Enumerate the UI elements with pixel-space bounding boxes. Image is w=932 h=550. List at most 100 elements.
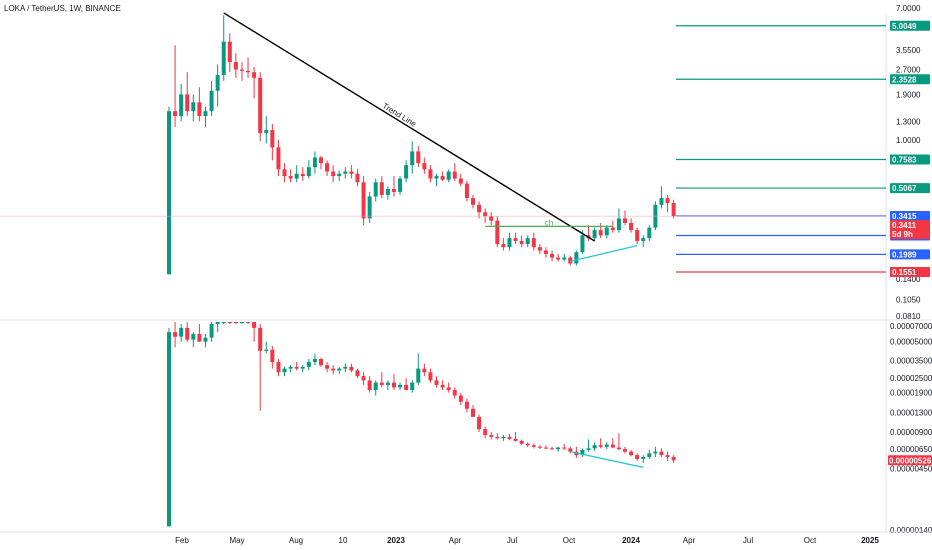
candle[interactable]	[610, 444, 615, 448]
candle[interactable]	[489, 216, 494, 221]
candle[interactable]	[282, 368, 287, 373]
candle[interactable]	[264, 349, 269, 351]
candle[interactable]	[221, 41, 226, 75]
candle[interactable]	[647, 453, 652, 458]
candle[interactable]	[446, 171, 451, 180]
candle[interactable]	[562, 447, 567, 449]
candle[interactable]	[422, 368, 427, 373]
candle[interactable]	[215, 74, 220, 91]
candle[interactable]	[379, 382, 384, 385]
candle[interactable]	[294, 366, 299, 369]
candle[interactable]	[586, 448, 591, 450]
candle[interactable]	[428, 169, 433, 179]
candle[interactable]	[483, 212, 488, 217]
candle[interactable]	[391, 382, 396, 388]
candle[interactable]	[477, 416, 482, 430]
candle[interactable]	[671, 457, 676, 461]
candle[interactable]	[623, 218, 627, 223]
candle[interactable]	[416, 151, 421, 164]
candle[interactable]	[464, 183, 469, 199]
candle[interactable]	[483, 429, 488, 436]
candle[interactable]	[209, 90, 214, 112]
candle[interactable]	[501, 244, 506, 248]
candle[interactable]	[337, 368, 342, 371]
candle[interactable]	[543, 250, 548, 254]
candle[interactable]	[264, 129, 269, 134]
candle[interactable]	[239, 69, 244, 71]
candle[interactable]	[233, 62, 238, 70]
candle[interactable]	[404, 165, 409, 179]
candle[interactable]	[659, 198, 664, 205]
candle[interactable]	[598, 230, 603, 236]
candle[interactable]	[306, 167, 311, 177]
candle[interactable]	[537, 446, 542, 448]
support-line[interactable]	[570, 244, 638, 263]
candle[interactable]	[647, 227, 652, 239]
candle[interactable]	[671, 203, 676, 217]
candle[interactable]	[604, 227, 609, 236]
candle[interactable]	[203, 111, 208, 117]
candle[interactable]	[404, 384, 409, 390]
candle[interactable]	[203, 337, 208, 342]
candle[interactable]	[209, 324, 214, 338]
candle[interactable]	[580, 235, 585, 253]
candle[interactable]	[525, 238, 530, 245]
bottom-pane[interactable]	[167, 322, 676, 527]
candle[interactable]	[367, 380, 372, 390]
candle[interactable]	[458, 178, 463, 184]
candle[interactable]	[343, 171, 348, 174]
candle[interactable]	[258, 327, 263, 351]
candle[interactable]	[361, 182, 366, 219]
candle[interactable]	[629, 451, 634, 456]
candle[interactable]	[550, 448, 555, 450]
candle[interactable]	[410, 382, 415, 390]
candle[interactable]	[616, 218, 621, 231]
candle[interactable]	[325, 163, 330, 172]
candle[interactable]	[458, 395, 463, 402]
candle[interactable]	[543, 447, 548, 449]
candle[interactable]	[452, 171, 457, 179]
candle[interactable]	[416, 368, 421, 383]
candle[interactable]	[428, 372, 433, 381]
time-axis[interactable]: Feb May Aug 10 2023 Apr Jul Oct 2024 Apr Jul Oct 202…	[0, 531, 932, 545]
candle[interactable]	[312, 359, 317, 363]
candle[interactable]	[519, 241, 524, 245]
candle[interactable]	[325, 365, 330, 369]
candle[interactable]	[562, 257, 567, 260]
candle[interactable]	[167, 332, 171, 527]
candle[interactable]	[179, 327, 184, 337]
candle[interactable]	[464, 401, 469, 409]
candle[interactable]	[556, 447, 561, 450]
candle[interactable]	[471, 408, 475, 417]
candle[interactable]	[258, 77, 263, 134]
candle[interactable]	[452, 389, 457, 396]
candle[interactable]	[665, 455, 670, 458]
candle[interactable]	[233, 322, 238, 323]
candle[interactable]	[331, 171, 336, 177]
candle[interactable]	[410, 151, 415, 166]
candle[interactable]	[361, 376, 366, 381]
candle[interactable]	[270, 129, 275, 148]
candle[interactable]	[501, 436, 506, 439]
candle[interactable]	[343, 366, 348, 369]
candle[interactable]	[312, 157, 317, 168]
candle[interactable]	[197, 333, 202, 342]
candle[interactable]	[641, 457, 646, 459]
candle[interactable]	[167, 111, 171, 275]
candle[interactable]	[422, 163, 427, 170]
candle[interactable]	[173, 332, 178, 337]
candle[interactable]	[616, 447, 621, 450]
candle[interactable]	[495, 436, 500, 439]
candle[interactable]	[215, 322, 220, 324]
candle[interactable]	[252, 72, 257, 78]
candle[interactable]	[604, 444, 609, 447]
candle[interactable]	[635, 455, 640, 459]
candle[interactable]	[592, 445, 597, 449]
candle[interactable]	[373, 182, 378, 197]
candle[interactable]	[592, 230, 597, 239]
candle[interactable]	[239, 322, 244, 323]
candle[interactable]	[288, 366, 293, 369]
candle[interactable]	[507, 238, 512, 248]
candle[interactable]	[641, 238, 646, 242]
candle[interactable]	[434, 380, 439, 385]
